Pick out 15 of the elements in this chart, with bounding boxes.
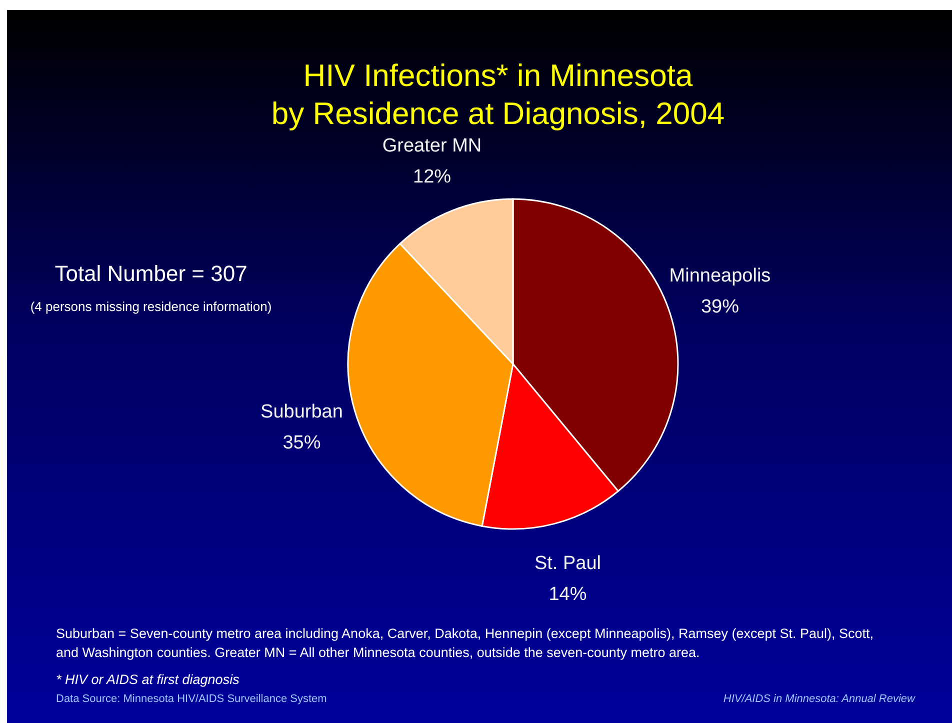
data-label: 12%: [412, 166, 452, 188]
slice-label: Greater MN: [382, 135, 482, 156]
slice-label: Minneapolis: [669, 265, 771, 286]
slice-label: Suburban: [260, 401, 343, 422]
text: (4 persons missing residence information): [30, 299, 272, 314]
slice-label: St. Paul: [534, 553, 601, 574]
chart-title: HIV Infections* in Minnesota by Residence at Diagnosis, 2004: [271, 58, 725, 131]
data-label: 14%: [548, 584, 587, 606]
data-label: 35%: [282, 432, 321, 454]
source-note: Data Source: Minnesota HIV/AIDS Surveillance System: [56, 693, 327, 705]
data-label: 39%: [700, 296, 740, 318]
text: HIV/AIDS in Minnesota: Annual Review: [723, 693, 916, 705]
text: * HIV or AIDS at first diagnosis: [56, 672, 240, 687]
text: Total Number = 307: [54, 261, 248, 286]
text: Suburban = Seven-county metro area including Anoka, Carver, Dakota, Hennepin (except Minneapolis), Ramsey (except St. Paul), Scott, and Washington counties. Greater MN = All other Minnesota counties, outside the seven-county metro area.: [56, 626, 874, 660]
